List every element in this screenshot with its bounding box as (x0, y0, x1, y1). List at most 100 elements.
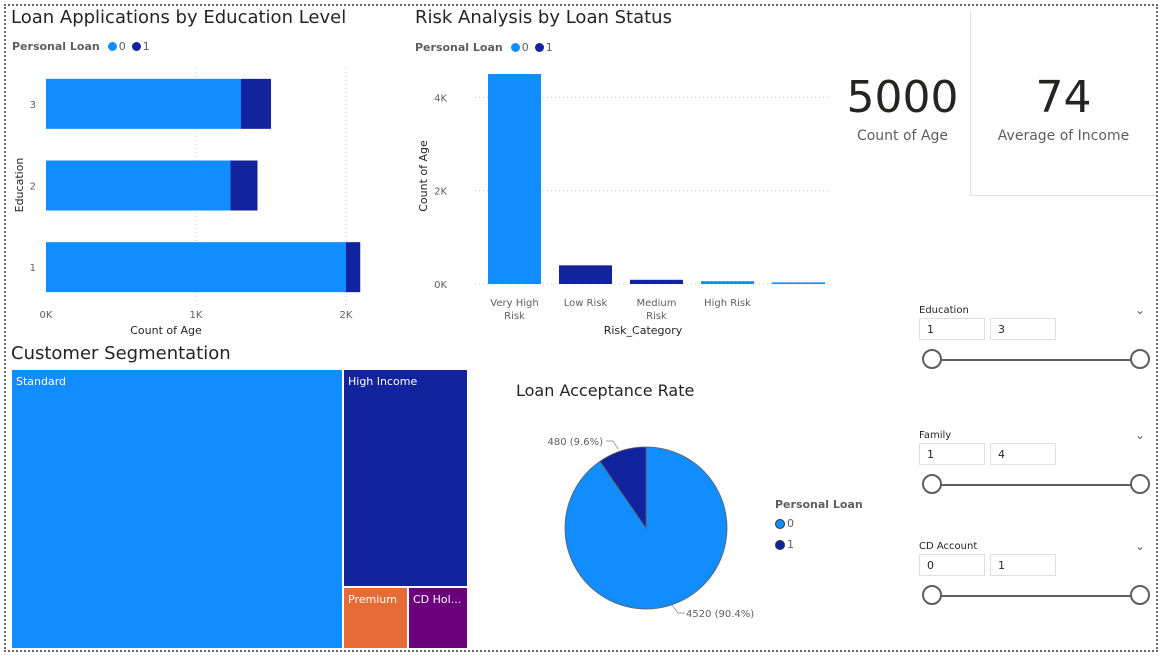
x-tick-label: Medium (637, 298, 677, 309)
legend-label-1: 1 (142, 40, 150, 53)
legend-dot-0 (510, 43, 520, 52)
card-value: 5000 (846, 72, 959, 123)
education-bar-chart-visual[interactable]: Loan Applications by Education Level Per… (0, 0, 400, 345)
legend-item-0[interactable]: 0 (106, 40, 126, 53)
bar-loan-0-edu-2 (46, 160, 231, 211)
cd-account-slicer[interactable]: CD Account ⌄ 0 1 (919, 539, 1155, 611)
pie-legend-dot-1 (775, 539, 785, 550)
education-chart-title: Loan Applications by Education Level (11, 7, 347, 28)
x-tick-label: Low Risk (564, 298, 608, 309)
pie-chart-title: Loan Acceptance Rate (516, 381, 695, 400)
treemap-label-cd-holder: CD Hol... (413, 593, 462, 606)
slicer-min-handle[interactable] (922, 585, 942, 605)
card-label: Count of Age (856, 128, 949, 144)
x-tick-label: 2K (340, 310, 353, 321)
x-tick-label: Very High (490, 298, 538, 309)
bar-loan-1-risk-2 (559, 265, 612, 284)
count-of-age-card[interactable]: 5000 Count of Age (835, 72, 970, 145)
y-tick-label: 1 (30, 263, 36, 274)
slicer-track[interactable] (931, 595, 1139, 597)
slicer-track[interactable] (931, 484, 1139, 486)
legend-title: Personal Loan (415, 41, 503, 54)
legend-label-1: 1 (545, 41, 553, 54)
treemap-cell-high-income[interactable]: High Income (343, 369, 468, 587)
bar-loan-0-risk-4 (701, 281, 754, 284)
risk-chart-title: Risk Analysis by Loan Status (415, 7, 672, 28)
report-canvas-border (4, 4, 1158, 652)
legend-item-0[interactable]: 0 (509, 41, 529, 54)
slicer-min-input[interactable]: 1 (919, 443, 985, 465)
chevron-down-icon[interactable]: ⌄ (1134, 539, 1145, 553)
slicer-max-input[interactable]: 4 (990, 443, 1056, 465)
pie-legend-item-1[interactable]: 1 (775, 538, 863, 551)
y-tick-label: 2 (30, 182, 36, 193)
x-tick-label: 0K (40, 310, 53, 321)
treemap-cell-premium[interactable]: Premium (343, 587, 408, 649)
bar-loan-0-risk-5 (772, 282, 825, 284)
pie-data-label-1: 480 (9.6%) (548, 437, 604, 448)
pie-legend-title: Personal Loan (775, 498, 863, 511)
x-tick-label: High Risk (704, 298, 751, 309)
bar-loan-1-edu-1 (346, 242, 361, 293)
education-chart-legend[interactable]: Personal Loan 0 1 (12, 40, 154, 53)
slicer-min-handle[interactable] (922, 349, 942, 369)
card-value: 74 (1035, 72, 1092, 123)
customer-segmentation-treemap-visual[interactable]: Customer Segmentation Standard High Inco… (0, 340, 470, 652)
slicer-max-input[interactable]: 3 (990, 318, 1056, 340)
bar-loan-0-risk-1 (488, 74, 541, 284)
y-axis-title: Education (13, 158, 26, 213)
pie-slice-1 (599, 446, 647, 530)
risk-bar-chart-visual[interactable]: Risk Analysis by Loan Status Personal Lo… (405, 0, 845, 345)
risk-chart-legend[interactable]: Personal Loan 0 1 (415, 41, 557, 54)
legend-label-0: 0 (521, 41, 529, 54)
legend-item-1[interactable]: 1 (130, 40, 150, 53)
slicer-max-handle[interactable] (1130, 349, 1150, 369)
education-slicer[interactable]: Education ⌄ 1 3 (919, 303, 1155, 375)
x-axis-title: Risk_Category (604, 324, 683, 337)
pie-legend[interactable]: Personal Loan 0 1 (775, 498, 863, 551)
treemap-label-standard: Standard (16, 375, 67, 388)
y-axis-title: Count of Age (417, 140, 430, 212)
slicer-min-handle[interactable] (922, 474, 942, 494)
slicer-track[interactable] (931, 359, 1139, 361)
treemap-label-premium: Premium (348, 593, 397, 606)
y-tick-label: 3 (30, 100, 36, 111)
y-tick-label: 4K (434, 93, 447, 104)
bar-loan-0-edu-3 (46, 78, 241, 129)
slicer-title: Education (919, 305, 969, 316)
x-tick-label: Risk (504, 311, 525, 322)
loan-acceptance-pie-visual[interactable]: Loan Acceptance Rate 480 (9.6%) 4520 (90.… (480, 370, 880, 650)
slicer-title: Family (919, 430, 952, 441)
slicer-max-handle[interactable] (1130, 474, 1150, 494)
slicer-min-input[interactable]: 1 (919, 318, 985, 340)
slicer-max-input[interactable]: 1 (990, 554, 1056, 576)
pie-leader-line-1 (606, 440, 619, 450)
legend-item-1[interactable]: 1 (533, 41, 553, 54)
pie-legend-label-1: 1 (787, 538, 794, 551)
legend-label-0: 0 (118, 40, 126, 53)
bar-loan-1-risk-3 (630, 279, 683, 284)
x-tick-label: Risk (646, 311, 667, 322)
pie-legend-label-0: 0 (787, 517, 794, 530)
slicer-title: CD Account (919, 541, 978, 552)
treemap-cell-cd-holder[interactable]: CD Hol... (408, 587, 468, 649)
x-tick-label: 1K (190, 310, 203, 321)
pie-data-label-0: 4520 (90.4%) (686, 609, 754, 620)
risk-bar-chart: 0K 2K 4K Very High Risk Low Risk Medium Risk Hig… (417, 74, 830, 337)
legend-title: Personal Loan (12, 40, 100, 53)
family-slicer[interactable]: Family ⌄ 1 4 (919, 428, 1155, 500)
slicer-max-handle[interactable] (1130, 585, 1150, 605)
pie-legend-item-0[interactable]: 0 (775, 517, 863, 530)
slicer-min-input[interactable]: 0 (919, 554, 985, 576)
x-axis-title: Count of Age (130, 324, 202, 337)
bar-loan-0-edu-1 (46, 242, 346, 293)
chevron-down-icon[interactable]: ⌄ (1134, 428, 1145, 442)
legend-dot-0 (107, 42, 117, 51)
chevron-down-icon[interactable]: ⌄ (1134, 303, 1145, 317)
legend-dot-1 (534, 43, 544, 52)
average-of-income-card[interactable]: 74 Average of Income (970, 10, 1156, 196)
card-label: Average of Income (997, 128, 1130, 144)
y-tick-label: 2K (434, 187, 447, 198)
treemap-cell-standard[interactable]: Standard (11, 369, 343, 649)
education-bar-chart: 0K 1K 2K 3 2 1 Count of Age Education (13, 68, 361, 337)
